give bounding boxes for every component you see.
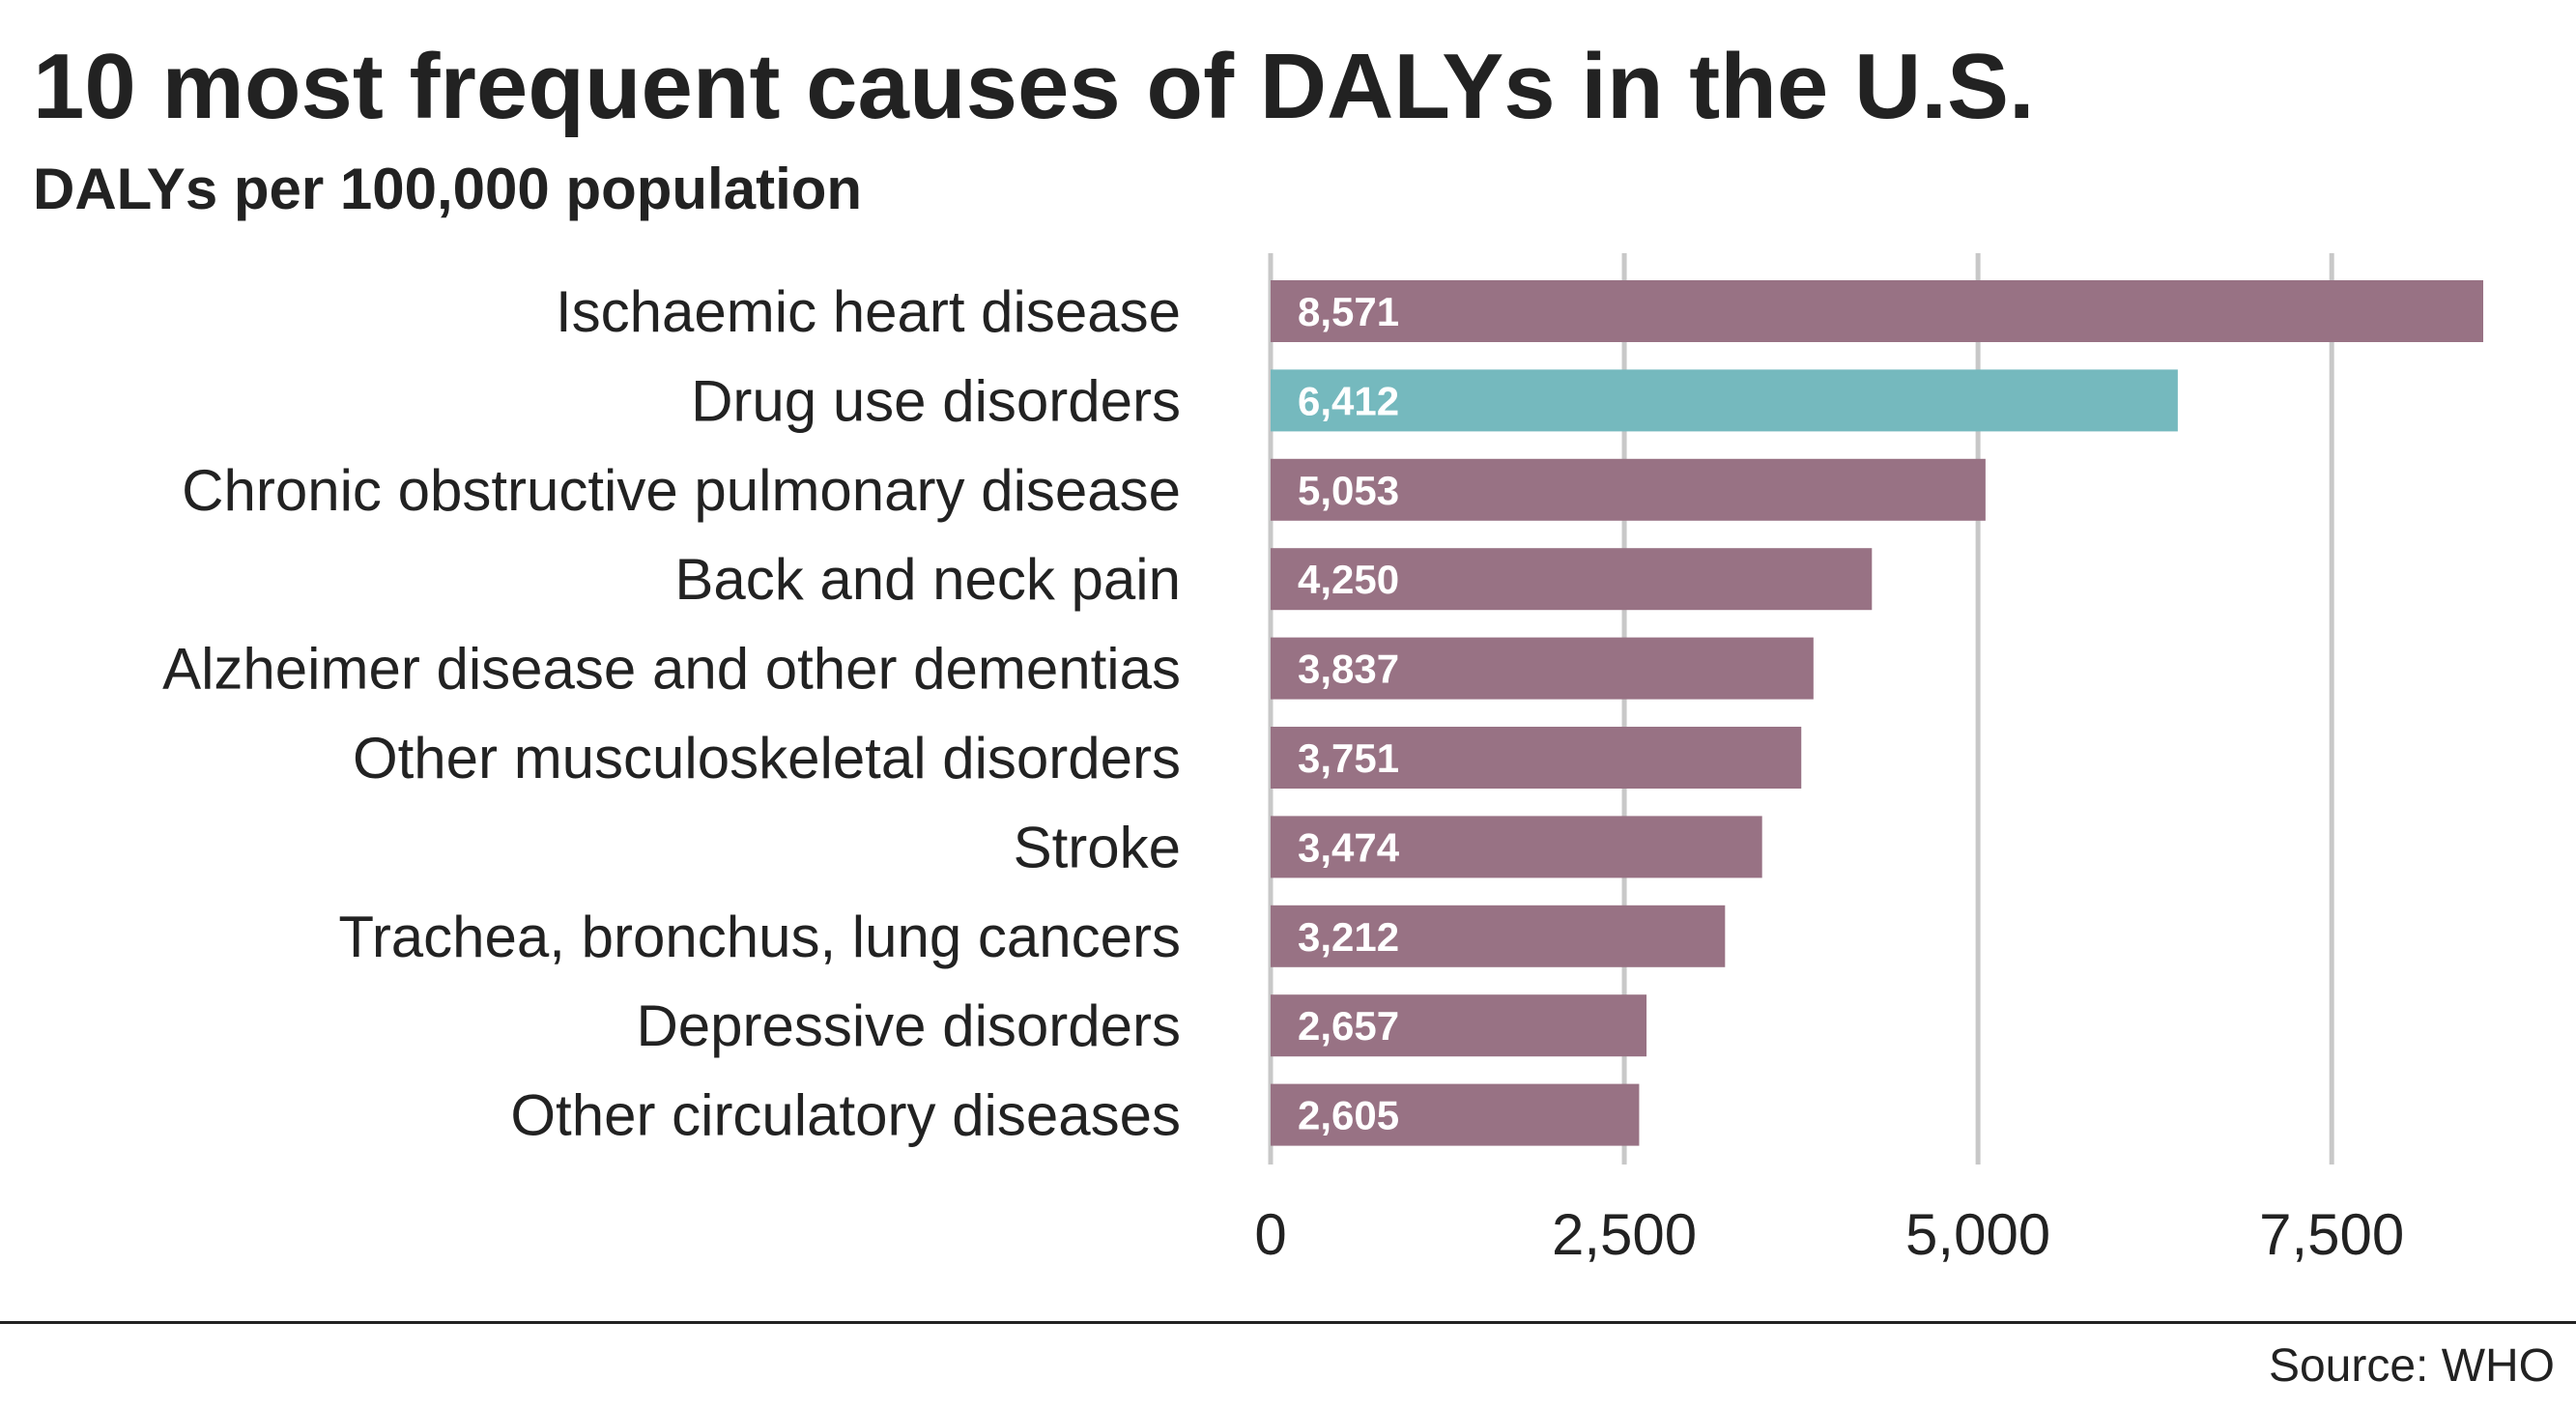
footer-divider — [0, 1321, 2576, 1324]
x-tick-label: 5,000 — [1905, 1202, 2050, 1267]
bar — [1271, 548, 1873, 611]
bar-value-label: 3,212 — [1298, 914, 1399, 960]
chart-title: 10 most frequent causes of DALYs in the … — [33, 35, 2035, 138]
bar — [1271, 1083, 1640, 1146]
bar-value-label: 8,571 — [1298, 289, 1399, 334]
category-label: Other musculoskeletal disorders — [353, 726, 1181, 791]
bars — [1271, 280, 2483, 1146]
bar-value-label: 2,605 — [1298, 1093, 1399, 1138]
bar — [1271, 280, 2483, 342]
bar — [1271, 727, 1802, 789]
value-labels: 8,571 6,412 5,053 4,250 3,837 3,751 3,474 3,212… — [1298, 289, 1400, 1138]
bar-value-label: 6,412 — [1298, 378, 1399, 423]
category-label: Stroke — [1014, 815, 1181, 879]
bar-value-label: 3,751 — [1298, 735, 1399, 781]
bar-value-label: 3,837 — [1298, 647, 1399, 692]
bar-value-label: 4,250 — [1298, 557, 1399, 602]
bar — [1271, 905, 1726, 967]
category-label: Drug use disorders — [691, 368, 1181, 433]
x-tick-label: 0 — [1254, 1202, 1286, 1267]
category-label: Depressive disorders — [636, 993, 1181, 1058]
x-tick-label: 7,500 — [2259, 1202, 2404, 1267]
bar — [1271, 816, 1762, 878]
category-label: Alzheimer disease and other dementias — [162, 637, 1181, 702]
bar — [1271, 369, 2178, 432]
bar — [1271, 994, 1647, 1057]
bar — [1271, 458, 1986, 521]
category-label: Back and neck pain — [674, 547, 1181, 612]
category-label: Chronic obstructive pulmonary disease — [182, 458, 1181, 523]
x-axis-ticks: 0 2,500 5,000 7,500 — [1254, 1202, 2404, 1267]
chart-subtitle: DALYs per 100,000 population — [33, 157, 863, 221]
category-labels: Ischaemic heart disease Drug use disorder… — [162, 279, 1181, 1148]
bar-value-label: 5,053 — [1298, 468, 1399, 513]
x-tick-label: 2,500 — [1552, 1202, 1697, 1267]
bar — [1271, 637, 1814, 700]
category-label: Other circulatory diseases — [510, 1083, 1181, 1148]
category-label: Ischaemic heart disease — [556, 279, 1181, 344]
bar-value-label: 2,657 — [1298, 1003, 1399, 1049]
category-label: Trachea, bronchus, lung cancers — [338, 905, 1181, 969]
bar-chart: Ischaemic heart disease Drug use disorder… — [162, 253, 2483, 1267]
bar-value-label: 3,474 — [1298, 824, 1400, 870]
source-note: Source: WHO — [2268, 1340, 2555, 1392]
